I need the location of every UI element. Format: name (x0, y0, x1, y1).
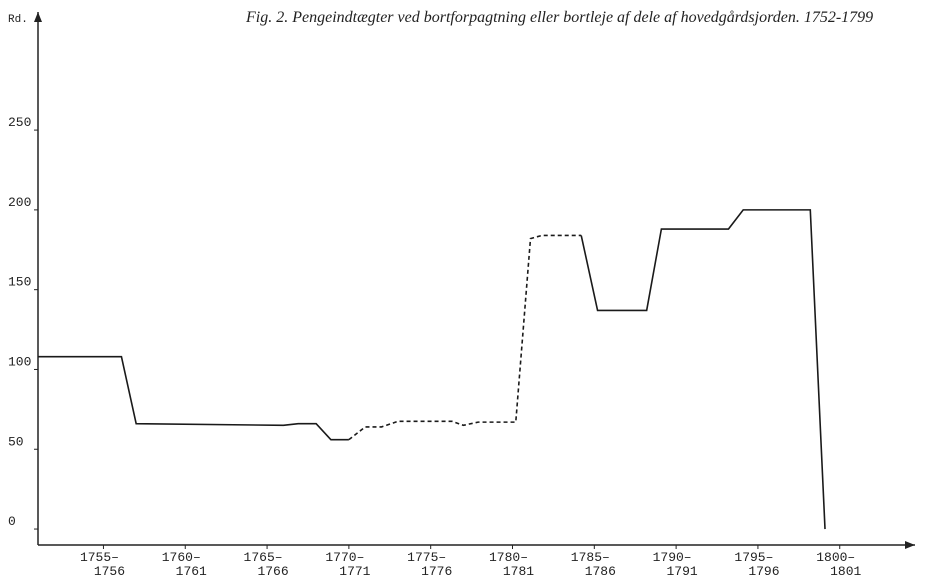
x-tick-label: 1795– 1796 (734, 550, 779, 576)
line-segment (38, 355, 349, 441)
y-tick-label: 0 (8, 514, 16, 529)
chart-title: Fig. 2. Pengeindtægter ved bortforpagtni… (246, 9, 874, 26)
y-tick-label: 200 (8, 195, 31, 210)
y-axis-label: Rd. (8, 14, 28, 26)
y-tick-label: 50 (8, 434, 24, 449)
y-tick-label: 250 (8, 115, 31, 130)
x-tick-label: 1785– 1786 (571, 550, 616, 576)
y-axis-arrow (34, 12, 42, 22)
x-tick-label: 1780– 1781 (489, 550, 534, 576)
x-tick-label: 1775– 1776 (407, 550, 452, 576)
x-tick-label: 1760– 1761 (162, 550, 207, 576)
x-tick-label: 1765– 1766 (244, 550, 289, 576)
line-segment (348, 234, 582, 441)
x-tick-label: 1790– 1791 (653, 550, 698, 576)
x-tick-label: 1770– 1771 (325, 550, 370, 576)
x-axis-arrow (905, 541, 915, 549)
y-tick-label: 150 (8, 275, 31, 290)
x-tick-label: 1755– 1756 (80, 550, 125, 576)
y-tick-label: 100 (8, 354, 31, 369)
line-segment (580, 209, 826, 530)
x-tick-label: 1800– 1801 (816, 550, 861, 576)
